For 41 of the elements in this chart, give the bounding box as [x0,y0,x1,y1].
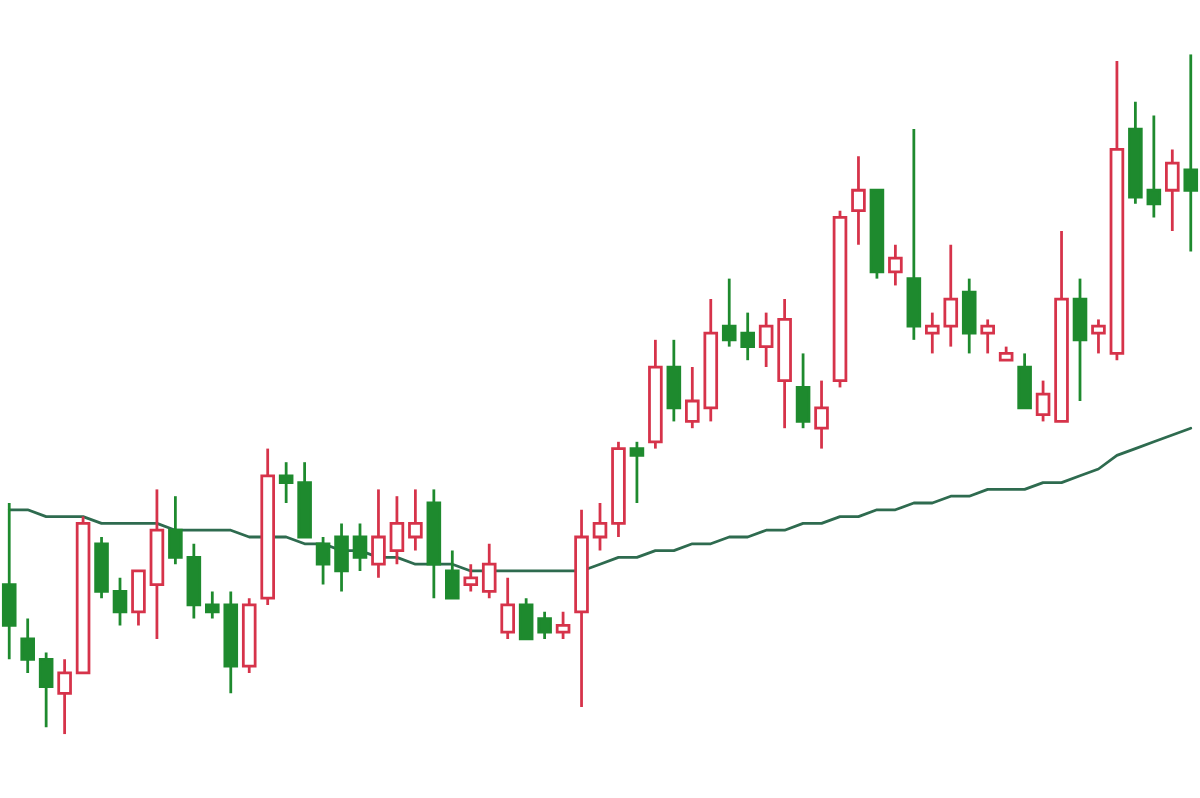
candlestick [278,460,294,505]
candlestick [186,542,202,620]
candlestick [1,501,17,661]
candlestick [371,488,386,580]
candlestick [518,596,534,641]
candlestick [168,494,183,566]
candlestick [592,501,608,552]
candlestick [20,617,35,675]
candlestick [888,243,903,287]
candlestick [851,154,866,247]
candlestick [537,610,552,641]
candlestick [408,488,423,552]
candlestick [500,576,515,641]
candlestick [1183,54,1199,253]
candlestick [334,522,349,593]
candlestick [1146,114,1162,219]
candlestick [555,610,571,641]
candlestick [57,657,72,735]
candlestick [481,542,497,600]
candlestick [463,562,479,593]
candlestick [814,379,829,450]
candlestick [94,535,109,600]
candlestick [352,522,368,573]
candlestick [795,352,811,430]
candlestick [112,576,128,627]
candlestick [629,440,645,505]
candlestick [38,651,54,729]
candlestick [131,569,146,627]
candlestick [1035,379,1051,423]
candlestick [980,318,995,355]
candlestick [1091,318,1106,355]
candlestick [961,277,977,355]
candlestick [666,338,682,423]
candlestick [1017,352,1032,410]
candlestick [445,549,460,600]
candlestick [758,311,774,369]
candlestick [1072,277,1088,403]
candlestick [389,494,405,566]
candlestick [1165,148,1180,233]
candlestick [906,127,922,342]
candlestick [315,535,331,586]
